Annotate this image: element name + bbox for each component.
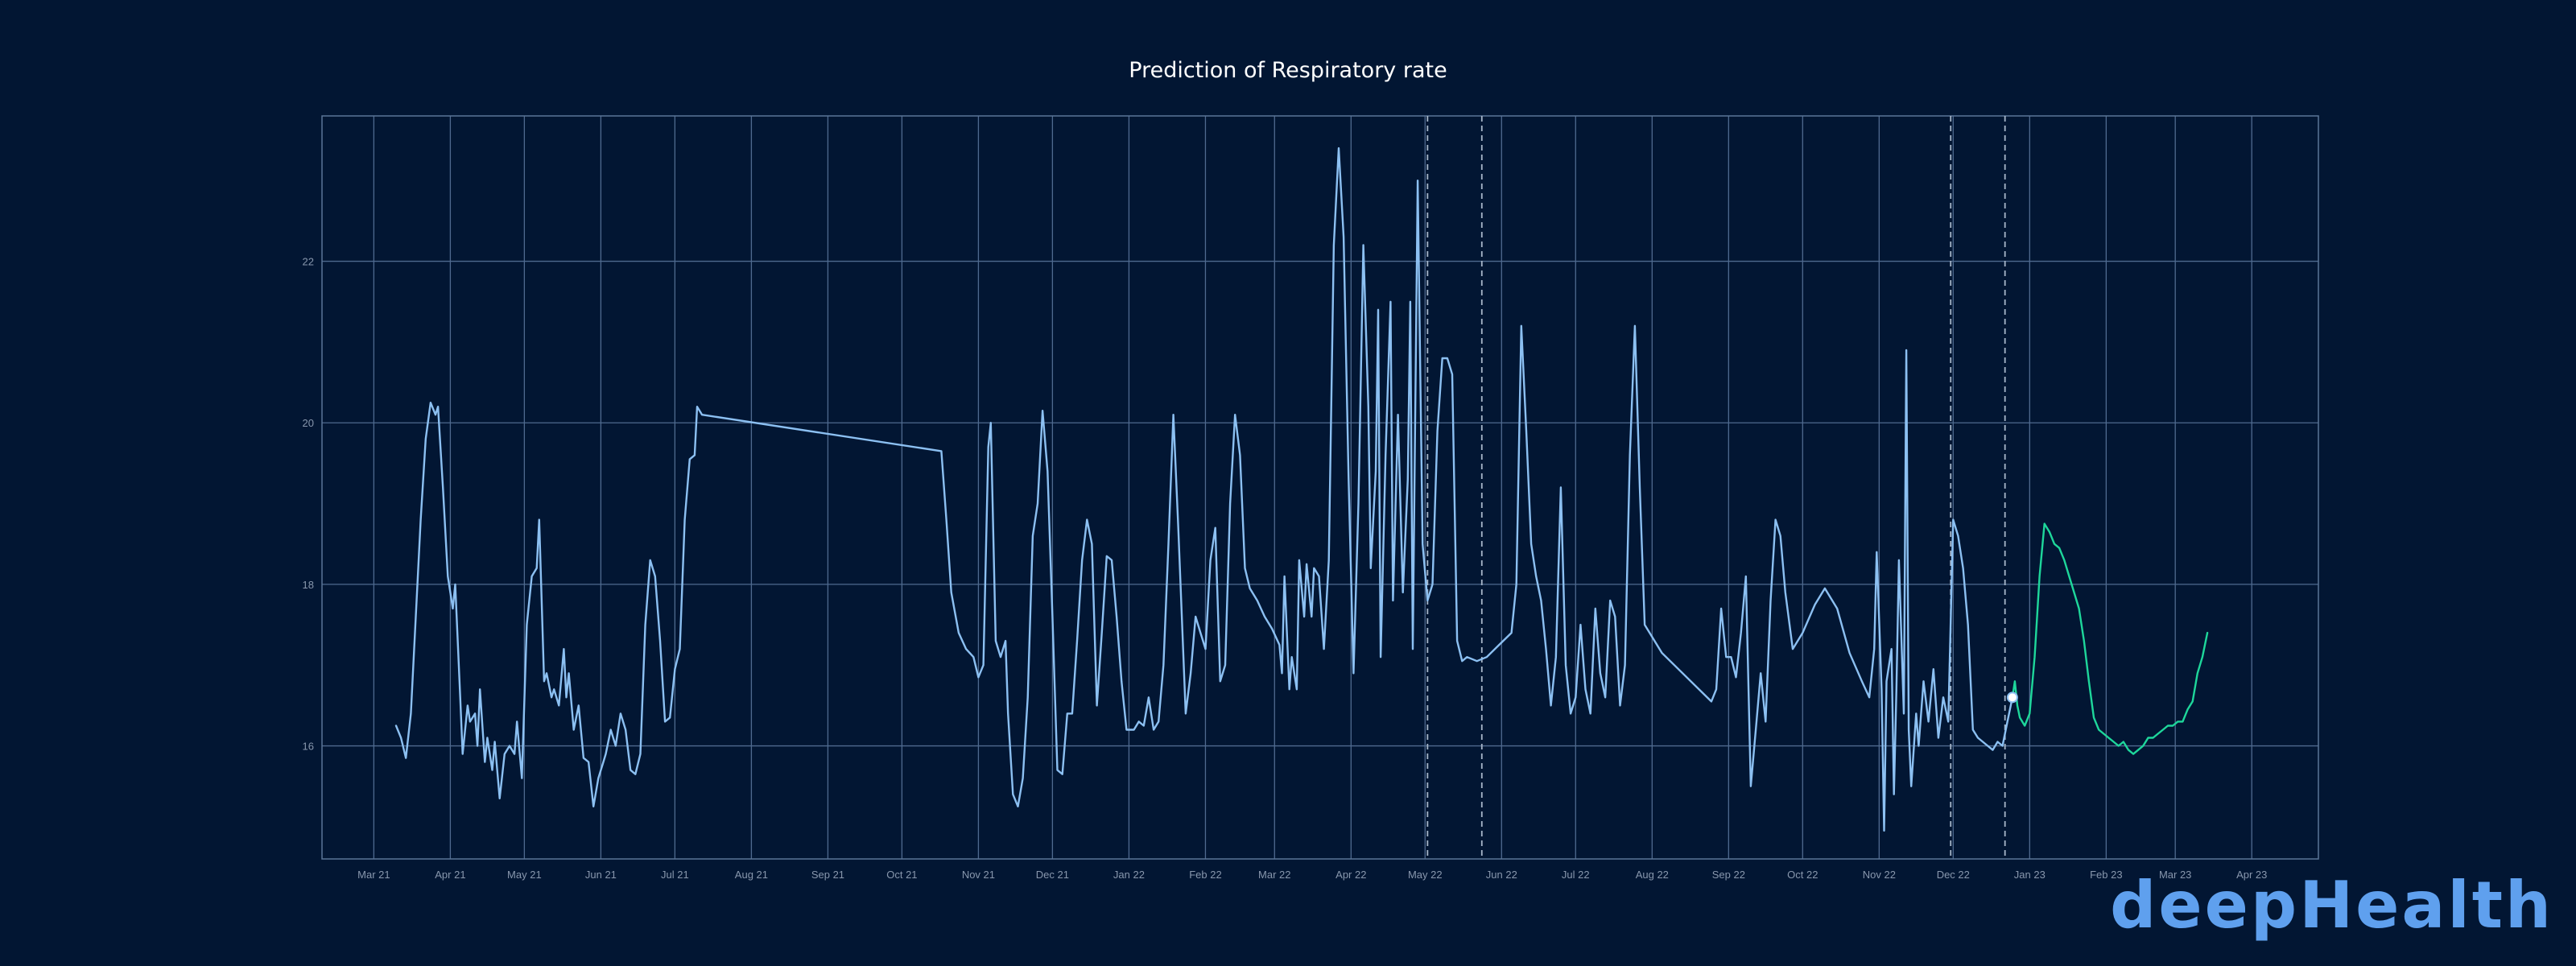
y-tick-label: 20	[303, 417, 314, 429]
x-tick-label: Mar 21	[357, 869, 390, 881]
x-tick-label: Apr 23	[2236, 869, 2267, 881]
x-tick-label: Feb 23	[2090, 869, 2122, 881]
x-tick-label: Sep 22	[1712, 869, 1745, 881]
x-tick-label: Apr 21	[435, 869, 465, 881]
x-tick-label: Jun 22	[1486, 869, 1517, 881]
x-tick-label: Feb 22	[1189, 869, 1221, 881]
chart-title: Prediction of Respiratory rate	[1129, 58, 1447, 83]
x-tick-label: Aug 21	[735, 869, 768, 881]
x-tick-label: Jul 22	[1562, 869, 1590, 881]
x-tick-label: Apr 22	[1335, 869, 1366, 881]
x-tick-label: Nov 21	[962, 869, 995, 881]
y-tick-label: 16	[303, 741, 314, 753]
plot-frame	[321, 115, 2319, 860]
x-tick-label: May 22	[1408, 869, 1443, 881]
x-tick-label: May 21	[507, 869, 542, 881]
x-tick-label: Nov 22	[1863, 869, 1896, 881]
x-tick-label: Jul 21	[661, 869, 689, 881]
x-tick-label: Jun 21	[585, 869, 617, 881]
x-tick-label: Dec 22	[1937, 869, 1970, 881]
y-tick-label: 22	[303, 256, 314, 268]
x-tick-label: Sep 21	[811, 869, 844, 881]
x-tick-label: Mar 23	[2159, 869, 2191, 881]
y-tick-label: 18	[303, 579, 314, 591]
x-tick-label: Dec 21	[1036, 869, 1069, 881]
x-tick-label: Jan 22	[1113, 869, 1145, 881]
deephealth-logo: deepHealth	[2110, 868, 2553, 943]
x-tick-label: Oct 21	[886, 869, 917, 881]
current-value-point	[2006, 691, 2018, 704]
prediction-series-line	[2011, 522, 2209, 755]
x-tick-label: Aug 22	[1636, 869, 1669, 881]
x-tick-label: Jan 23	[2014, 869, 2046, 881]
history-series-line	[394, 147, 2014, 832]
x-tick-label: Mar 22	[1258, 869, 1290, 881]
x-tick-label: Oct 22	[1787, 869, 1818, 881]
